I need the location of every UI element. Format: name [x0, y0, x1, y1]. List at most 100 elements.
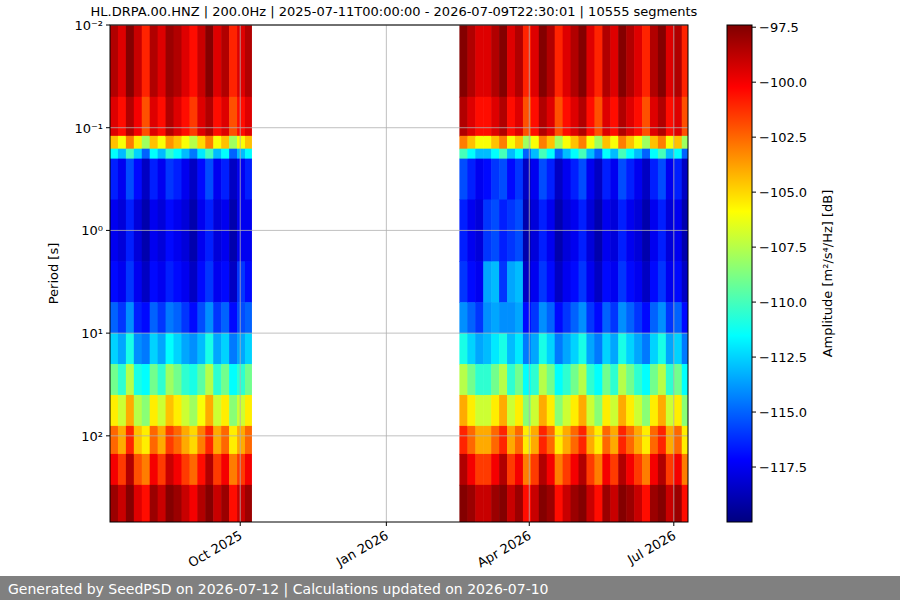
cell — [602, 302, 611, 334]
cell — [610, 136, 619, 149]
cell — [229, 485, 238, 522]
cell — [118, 426, 127, 455]
cell — [626, 395, 635, 427]
grid-line-x — [386, 25, 387, 522]
cell — [459, 25, 468, 97]
cell — [563, 426, 572, 455]
cell — [674, 485, 683, 522]
cell — [515, 302, 524, 334]
cell — [650, 426, 659, 455]
cell — [602, 159, 611, 200]
cell — [118, 261, 127, 302]
cell — [189, 25, 198, 97]
cell — [571, 485, 580, 522]
cell — [634, 149, 643, 160]
cell — [555, 426, 564, 455]
chart: Oct 2025Jan 2026Apr 2026Jul 202610⁻²10⁻¹… — [0, 0, 900, 600]
cell — [523, 97, 532, 137]
cell — [555, 485, 564, 522]
cell — [142, 454, 151, 486]
cell — [634, 261, 643, 302]
cell — [507, 395, 516, 427]
cell — [523, 426, 532, 455]
cell — [539, 302, 548, 334]
cell — [181, 261, 190, 302]
cell — [213, 333, 222, 365]
cell — [205, 261, 214, 302]
cell — [475, 149, 484, 160]
cell — [475, 485, 484, 522]
cell — [197, 333, 206, 365]
cell — [555, 159, 564, 200]
cell — [134, 364, 143, 396]
cell — [166, 136, 175, 149]
cell — [531, 136, 540, 149]
x-tick — [386, 522, 387, 526]
cell — [221, 261, 230, 302]
cell — [555, 395, 564, 427]
cell — [523, 395, 532, 427]
cell — [174, 25, 183, 97]
cell — [189, 97, 198, 137]
cell — [181, 97, 190, 137]
cell — [134, 485, 143, 522]
cell — [134, 149, 143, 160]
cell — [142, 395, 151, 427]
cell — [245, 159, 252, 200]
cell — [555, 454, 564, 486]
cell — [118, 159, 127, 200]
cell — [650, 333, 659, 365]
cell — [158, 333, 167, 365]
colorbar-tick — [752, 357, 756, 358]
cell — [174, 97, 183, 137]
cell — [150, 395, 159, 427]
colorbar-tick-label: −97.5 — [759, 20, 799, 35]
cell — [475, 395, 484, 427]
cell — [189, 149, 198, 160]
cell — [213, 454, 222, 486]
cell — [142, 261, 151, 302]
cell — [650, 302, 659, 334]
cell — [674, 395, 683, 427]
cell — [579, 149, 588, 160]
cell — [483, 302, 492, 334]
cell — [515, 395, 524, 427]
cell — [134, 97, 143, 137]
cell — [650, 364, 659, 396]
cell — [539, 25, 548, 97]
cell — [594, 395, 603, 427]
cell — [666, 149, 675, 160]
grid — [110, 25, 688, 522]
cell — [531, 333, 540, 365]
cell — [547, 333, 556, 365]
cell — [626, 159, 635, 200]
cell — [237, 261, 246, 302]
cell — [158, 136, 167, 149]
cell — [189, 395, 198, 427]
cell — [229, 149, 238, 160]
grid-line-y — [110, 435, 688, 436]
cell — [110, 302, 119, 334]
cell — [126, 261, 135, 302]
cell — [245, 454, 252, 486]
cell — [213, 395, 222, 427]
cell — [221, 364, 230, 396]
cell — [531, 485, 540, 522]
cell — [610, 302, 619, 334]
cell — [515, 333, 524, 365]
cell — [547, 159, 556, 200]
cell — [626, 302, 635, 334]
cell — [674, 333, 683, 365]
cell — [110, 395, 119, 427]
cell — [110, 485, 119, 522]
cell — [483, 149, 492, 160]
cell — [142, 364, 151, 396]
cell — [150, 426, 159, 455]
cell — [666, 426, 675, 455]
cell — [666, 364, 675, 396]
cell — [134, 302, 143, 334]
grid-line-x — [673, 25, 674, 522]
cell — [150, 136, 159, 149]
cell — [491, 426, 500, 455]
cell — [547, 97, 556, 137]
